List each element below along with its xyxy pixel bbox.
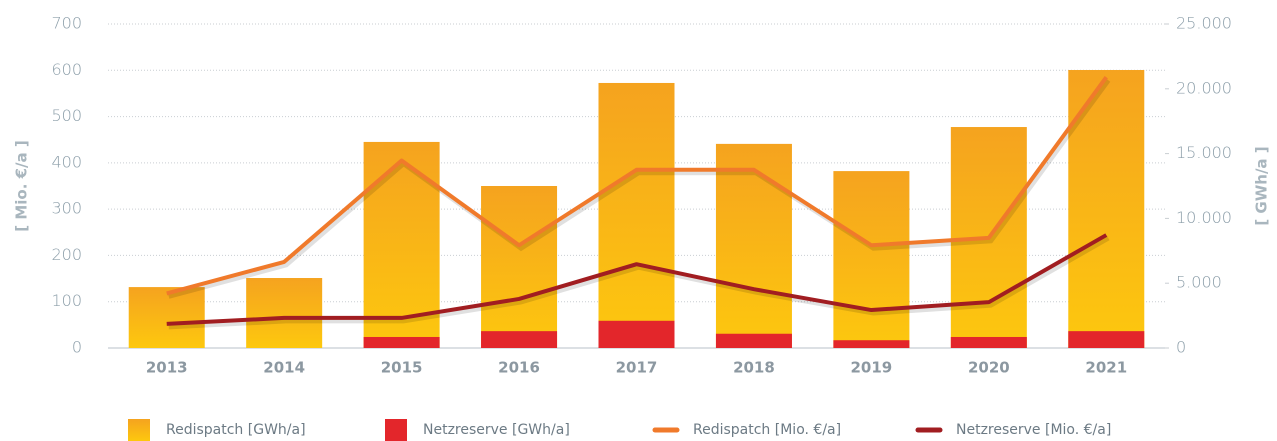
bar [246, 278, 323, 348]
y-tick-label: 100 [51, 291, 82, 310]
line [166, 76, 1108, 296]
bar [128, 287, 205, 348]
y-tick-label: 500 [51, 106, 82, 125]
x-tick-label: 2019 [851, 359, 893, 377]
legend-label: Redispatch [GWh/a] [166, 422, 306, 438]
bar [363, 336, 440, 348]
line-shadow [168, 78, 1111, 299]
bar [715, 333, 792, 348]
y2-tick-label: 20.000 [1176, 78, 1232, 97]
bar [833, 340, 910, 348]
y-axis-title: [ Mio. €/a ] [13, 140, 31, 232]
y-tick-label: 400 [51, 152, 82, 171]
legend-label: Netzreserve [GWh/a] [423, 422, 570, 438]
bar [715, 143, 792, 348]
legend-swatch [128, 419, 150, 441]
y-tick-label: 600 [51, 60, 82, 79]
bar [833, 171, 910, 348]
x-tick-label: 2017 [616, 359, 658, 377]
x-tick-label: 2015 [381, 359, 423, 377]
y2-tick-label: 0 [1176, 338, 1186, 357]
y2-tick-label: 5.000 [1176, 273, 1222, 292]
y2-axis-title: [ GWh/a ] [1253, 146, 1271, 225]
bar [1068, 331, 1145, 348]
y-tick-label: 0 [72, 338, 82, 357]
y2-tick-label: 15.000 [1176, 143, 1232, 162]
x-tick-label: 2021 [1085, 359, 1127, 377]
y-tick-label: 700 [51, 14, 82, 33]
y-tick-label: 300 [51, 199, 82, 218]
legend-label: Netzreserve [Mio. €/a] [956, 422, 1111, 438]
legend-label: Redispatch [Mio. €/a] [693, 422, 841, 438]
line [166, 233, 1108, 326]
x-tick-label: 2014 [263, 359, 305, 377]
bar [598, 82, 675, 348]
y-tick-label: 200 [51, 245, 82, 264]
bar [481, 186, 558, 348]
bar [950, 336, 1027, 348]
legend-swatch [385, 419, 407, 441]
line-shadow [168, 235, 1110, 330]
bar [598, 320, 675, 348]
x-tick-label: 2016 [498, 359, 540, 377]
x-tick-label: 2018 [733, 359, 775, 377]
bar [481, 331, 558, 348]
bar [1068, 70, 1145, 349]
x-tick-label: 2013 [146, 359, 188, 377]
y2-tick-label: 25.000 [1176, 14, 1232, 33]
y2-tick-label: 10.000 [1176, 208, 1232, 227]
x-tick-label: 2020 [968, 359, 1010, 377]
